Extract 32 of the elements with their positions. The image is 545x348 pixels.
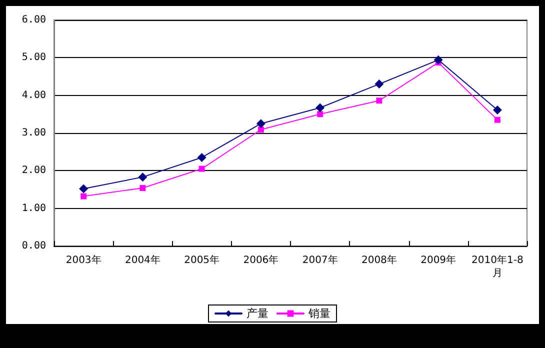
point — [376, 98, 382, 104]
y-tick-label: 4.00 — [22, 90, 46, 101]
point — [258, 126, 264, 133]
y-tick-label: 3.00 — [22, 128, 46, 138]
point — [80, 193, 87, 200]
y-tick-label: 2.00 — [22, 165, 46, 176]
y-tick-label: 5.00 — [22, 52, 46, 64]
point — [374, 80, 384, 89]
point — [197, 152, 206, 162]
point — [494, 116, 500, 123]
point — [140, 184, 146, 191]
point — [316, 103, 325, 112]
legend-label: 销量 — [308, 307, 330, 320]
point — [256, 119, 266, 128]
x-tick-label: 2006年 — [243, 254, 279, 266]
x-tick-label: 2004年 — [124, 254, 160, 266]
point — [138, 172, 148, 182]
point — [492, 106, 502, 115]
point — [79, 184, 88, 194]
y-tick-label: 0.00 — [22, 240, 46, 252]
x-tick-label: 2010年1-8月 — [472, 254, 524, 279]
point — [434, 55, 443, 64]
x-tick-label: 2008年 — [361, 254, 397, 266]
x-tick-label: 2007年 — [302, 254, 338, 266]
legend-label: 产量 — [246, 307, 268, 320]
point — [198, 166, 205, 172]
y-tick-label: 6.00 — [22, 14, 46, 26]
x-tick-label: 2003年 — [66, 254, 102, 266]
point — [317, 111, 324, 118]
x-tick-label: 2005年 — [184, 254, 220, 266]
x-tick-label: 2009年 — [420, 254, 456, 266]
y-tick-label: 1.00 — [22, 202, 46, 214]
